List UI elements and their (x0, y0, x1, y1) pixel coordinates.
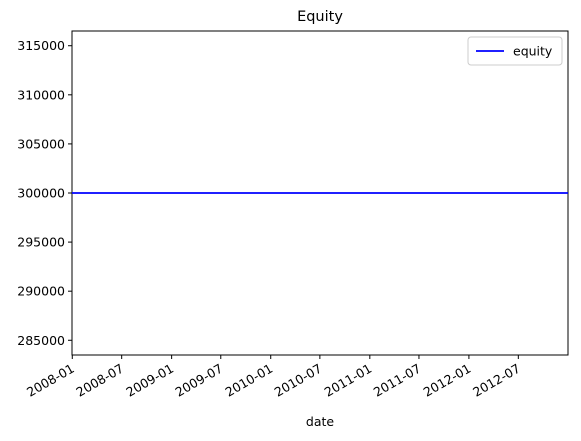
y-tick-label: 310000 (17, 87, 65, 102)
x-tick-label: 2008-01 (24, 361, 77, 400)
chart-title: Equity (297, 9, 343, 25)
y-tick-label: 285000 (17, 333, 65, 348)
x-tick-label: 2010-01 (222, 361, 275, 400)
x-tick-label: 2009-01 (123, 361, 176, 400)
x-tick-label: 2008-07 (73, 361, 126, 400)
y-tick-label: 305000 (17, 136, 65, 151)
y-tick-label: 315000 (17, 38, 65, 53)
x-tick-label: 2012-07 (470, 361, 523, 400)
y-tick-label: 295000 (17, 235, 65, 250)
y-axis-ticks: 285000 290000 295000 300000 305000 310000 3150… (17, 38, 72, 348)
x-tick-label: 2012-01 (421, 361, 474, 400)
x-tick-label: 2011-07 (371, 361, 424, 400)
y-tick-label: 290000 (17, 284, 65, 299)
x-tick-label: 2010-07 (272, 361, 325, 400)
x-tick-label: 2011-01 (322, 361, 375, 400)
x-tick-label: 2009-07 (173, 361, 226, 400)
legend-box (467, 36, 563, 66)
legend-equity-label: equity (513, 44, 553, 59)
x-axis-ticks: 2008-012008-072009-012009-072010-012010-… (24, 355, 523, 400)
legend: equity (467, 36, 563, 66)
x-axis-label: date (306, 414, 334, 429)
y-tick-label: 300000 (17, 186, 65, 201)
